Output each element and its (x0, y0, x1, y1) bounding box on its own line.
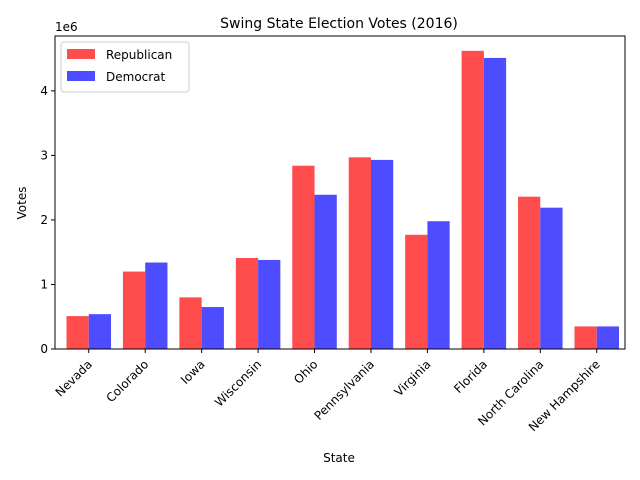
bar-republican-pennsylvania (348, 157, 371, 349)
x-tick-label: Nevada (53, 357, 95, 399)
legend-label-democrat: Democrat (106, 70, 166, 84)
bar-democrat-colorado (145, 262, 168, 349)
bar-democrat-nevada (88, 314, 112, 349)
bar-democrat-new-hampshire (596, 326, 619, 349)
x-tick-label: Colorado (103, 357, 151, 405)
x-tick-label: Virginia (392, 357, 434, 399)
y-tick-label: 1 (40, 277, 48, 291)
legend-label-republican: Republican (106, 48, 172, 62)
bar-democrat-wisconsin (258, 259, 281, 349)
bar-republican-ohio (292, 165, 315, 349)
bar-republican-florida (461, 50, 484, 350)
bar-democrat-virginia (427, 221, 450, 349)
bar-democrat-north-carolina (540, 207, 563, 349)
bar-democrat-ohio (314, 194, 337, 349)
y-offset-text: 1e6 (55, 20, 78, 34)
x-tick-label: Iowa (178, 357, 208, 387)
x-tick-label: Florida (451, 357, 490, 396)
chart-title: Swing State Election Votes (2016) (220, 16, 458, 32)
bar-republican-iowa (179, 297, 202, 349)
bar-republican-north-carolina (518, 196, 541, 349)
y-tick-label: 3 (40, 148, 48, 162)
bar-republican-wisconsin (235, 258, 259, 349)
legend-swatch-democrat (67, 71, 95, 81)
bar-democrat-iowa (201, 307, 224, 349)
bar-democrat-pennsylvania (370, 159, 394, 349)
bar-republican-nevada (66, 316, 89, 349)
bar-democrat-florida (483, 57, 507, 349)
y-axis-label: Votes (15, 187, 29, 220)
bar-republican-virginia (405, 234, 428, 349)
bar-republican-colorado (122, 271, 146, 349)
x-tick-label: Wisconsin (212, 357, 264, 409)
x-axis-label: State (323, 451, 355, 465)
y-tick-label: 4 (40, 84, 48, 98)
y-tick-label: 0 (40, 342, 48, 356)
x-tick-label: Pennsylvania (311, 357, 377, 423)
legend-swatch-republican (67, 49, 95, 59)
legend: Republican Democrat (60, 41, 190, 93)
plot-frame (54, 35, 626, 350)
y-tick-label: 2 (40, 213, 48, 227)
bar-republican-new-hampshire (574, 326, 597, 349)
x-tick-label: Ohio (291, 357, 321, 387)
